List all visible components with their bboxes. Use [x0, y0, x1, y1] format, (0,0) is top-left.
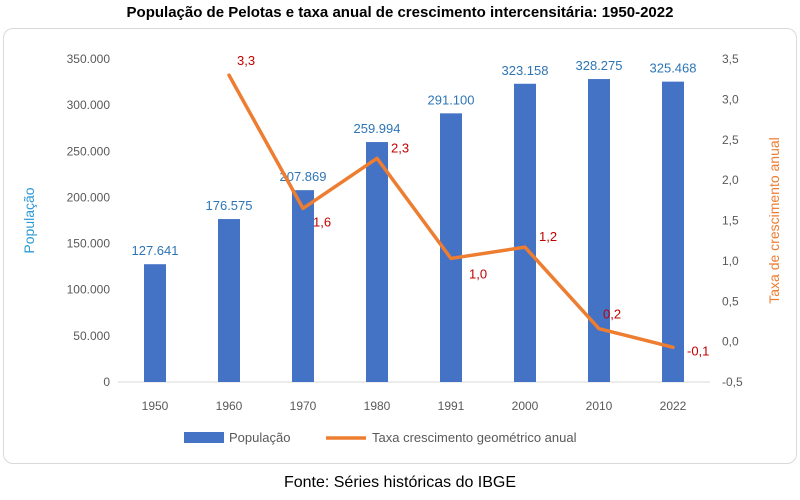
y-tick-label: 250.000: [67, 144, 111, 158]
bar-1991: [440, 113, 462, 382]
x-tick-label: 2010: [586, 399, 613, 413]
bar-label: 291.100: [428, 92, 475, 107]
bar-label: 328.275: [576, 58, 623, 73]
bar-1980: [366, 142, 388, 382]
bar-1960: [218, 219, 240, 382]
y-tick-label: 50.000: [73, 329, 110, 343]
legend-label-line: Taxa crescimento geométrico anual: [372, 430, 577, 445]
bar-1970: [292, 190, 314, 382]
y2-tick-label: 3,5: [722, 52, 739, 66]
source-note: Fonte: Séries históricas do IBGE: [283, 474, 517, 491]
y2-tick-label: 1,5: [722, 214, 739, 228]
legend-swatch-bar: [184, 432, 224, 443]
bar-2000: [514, 83, 536, 382]
bar-label: 323.158: [502, 63, 549, 78]
y-axis-title: População: [21, 187, 37, 253]
line-label: 0,2: [603, 307, 621, 322]
y-tick-label: 0: [103, 375, 110, 389]
bar-label: 127.641: [132, 243, 179, 258]
bar-1950: [144, 264, 166, 382]
y2-tick-label: 1,0: [722, 254, 739, 268]
y2-tick-label: 0,5: [722, 294, 739, 308]
line-label: 2,3: [391, 140, 409, 155]
line-label: 1,6: [313, 214, 331, 229]
y2-tick-label: 2,0: [722, 173, 739, 187]
y2-tick-label: -0,5: [722, 375, 743, 389]
line-label: 1,0: [469, 266, 487, 281]
line-label: 3,3: [237, 53, 255, 68]
combo-chart: 0 50.000 100.000 150.000 200.000 250.000 300.0…: [21, 52, 782, 445]
y-tick-label: 100.000: [67, 283, 111, 297]
x-tick-label: 1991: [438, 399, 465, 413]
line-label: -0,1: [687, 343, 709, 358]
chart-title: População de Pelotas e taxa anual de cre…: [126, 4, 674, 21]
growth-rate-line: [227, 73, 675, 350]
x-tick-label: 1950: [142, 399, 169, 413]
bar-label: 176.575: [206, 198, 253, 213]
y-tick-label: 150.000: [67, 237, 111, 251]
x-tick-label: 2022: [660, 399, 687, 413]
x-tick-label: 1960: [216, 399, 243, 413]
x-tick-label: 1970: [290, 399, 317, 413]
y2-axis-title: Taxa de crescimento anual: [766, 137, 782, 304]
bar-label: 207.869: [280, 169, 327, 184]
x-tick-label: 1980: [364, 399, 391, 413]
y2-tick-label: 2,5: [722, 133, 739, 147]
chart-card: 0 50.000 100.000 150.000 200.000 250.000 300.0…: [3, 28, 797, 464]
bar-label: 325.468: [650, 61, 697, 76]
legend-label-bar: População: [229, 430, 290, 445]
bar-2010: [588, 79, 610, 382]
y2-tick-label: 3,0: [722, 92, 739, 106]
x-tick-label: 2000: [512, 399, 539, 413]
bar-label: 259.994: [354, 121, 401, 136]
y-tick-label: 350.000: [67, 52, 111, 66]
bar-2022: [662, 81, 684, 382]
y-tick-label: 300.000: [67, 98, 111, 112]
line-label: 1,2: [539, 229, 557, 244]
y2-tick-label: 0,0: [722, 335, 739, 349]
y-tick-label: 200.000: [67, 190, 111, 204]
